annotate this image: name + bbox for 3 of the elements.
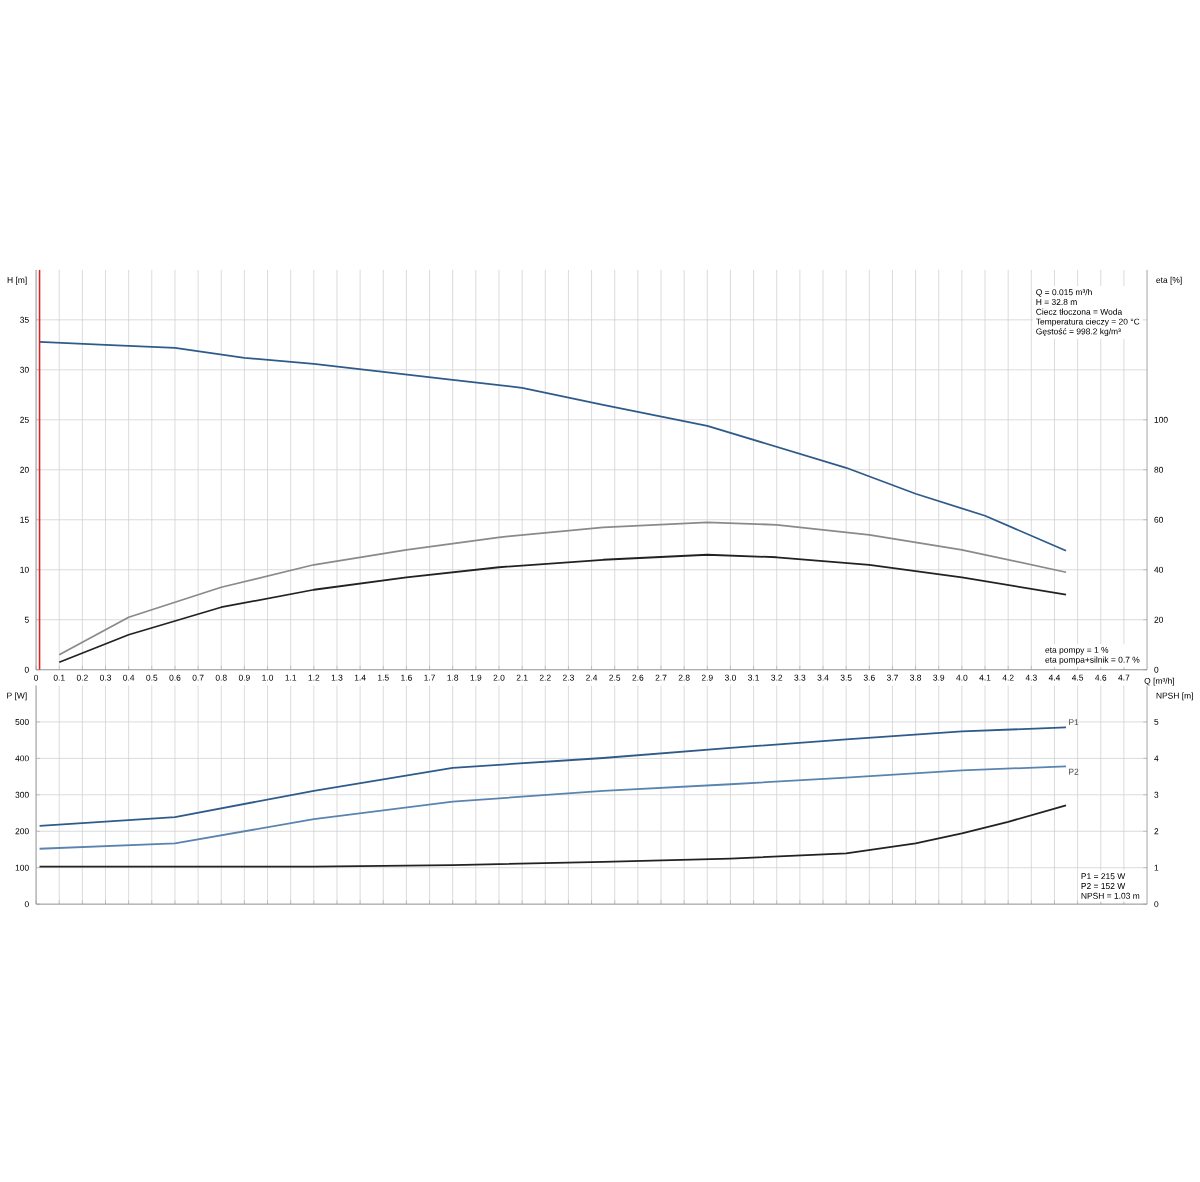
line-series [38, 726, 1067, 827]
line-series [38, 804, 1067, 868]
line-series [38, 765, 1067, 850]
